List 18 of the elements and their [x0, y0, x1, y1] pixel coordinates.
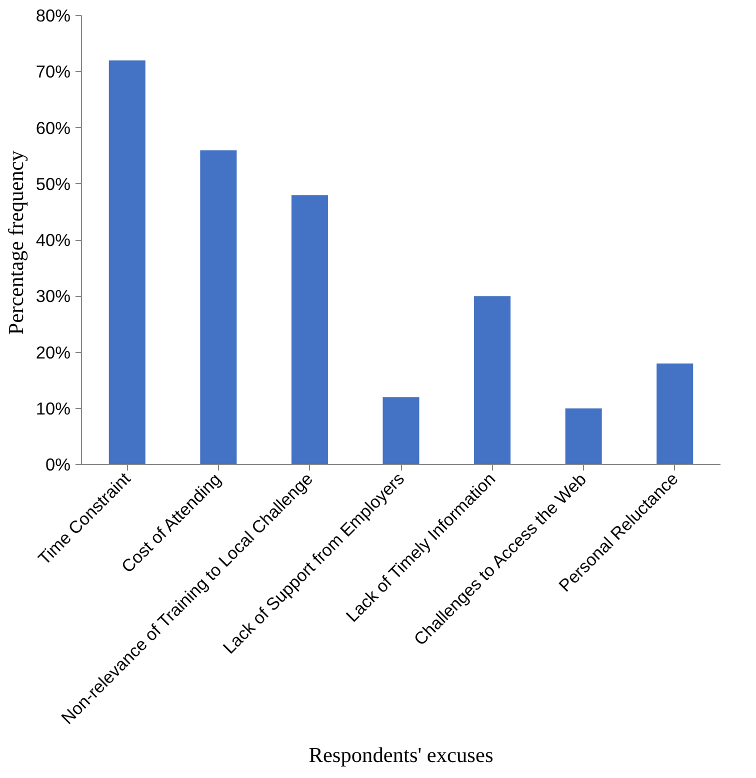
y-tick-label: 20% [36, 342, 71, 362]
y-tick-label: 70% [36, 62, 71, 82]
bar [108, 60, 146, 464]
y-tick-label: 30% [36, 286, 71, 306]
bar [565, 408, 602, 464]
bar [656, 363, 694, 464]
y-tick-label: 40% [36, 230, 71, 250]
y-tick-label: 80% [36, 6, 71, 26]
bar [382, 397, 420, 464]
x-axis-title: Respondents' excuses [308, 743, 494, 768]
y-tick-label: 0% [45, 454, 70, 474]
y-tick-label: 60% [36, 118, 71, 138]
bar [474, 296, 511, 464]
y-tick-label: 10% [36, 398, 71, 418]
y-tick-label: 50% [36, 174, 71, 194]
y-axis-title: Percentage frequency [4, 150, 28, 335]
bar [200, 150, 237, 464]
bar [291, 195, 328, 464]
